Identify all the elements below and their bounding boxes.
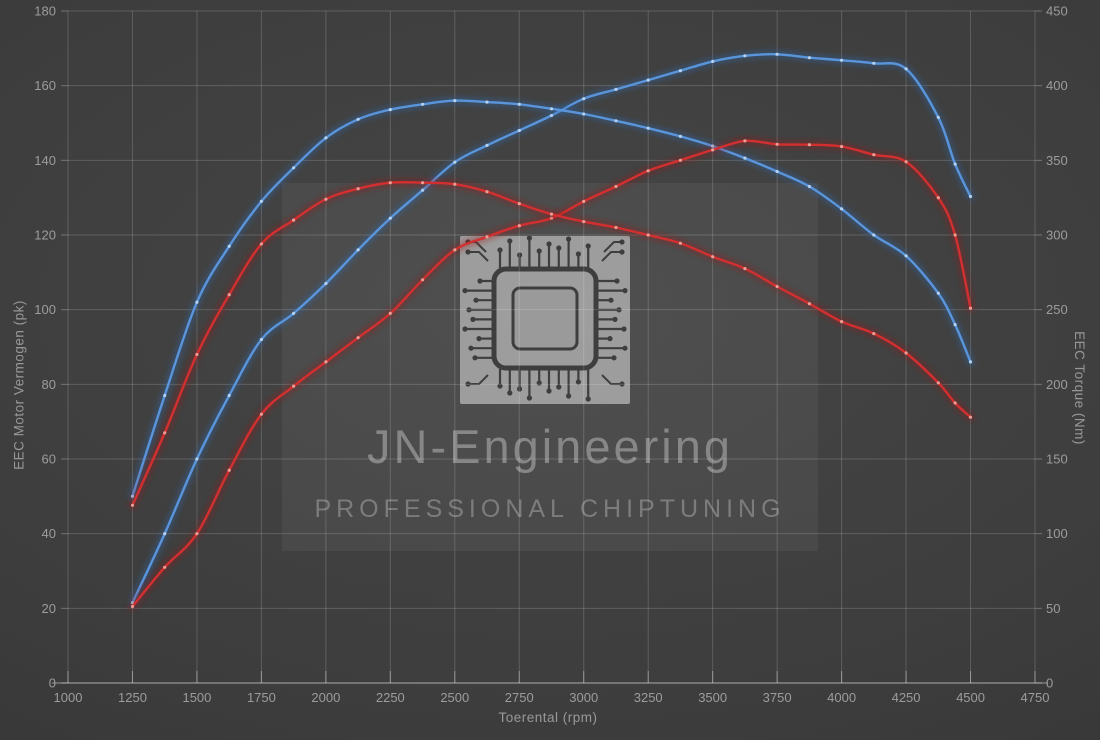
x-tick-label: 4250 — [892, 690, 921, 705]
y-right-tick-label: 450 — [1046, 4, 1068, 19]
curve-stock-torque — [128, 177, 975, 510]
watermark-brand-text: JN-Engineering — [367, 420, 733, 473]
axes — [52, 10, 1048, 684]
y-left-tick-label: 160 — [34, 78, 56, 93]
y-left-tick-label: 20 — [42, 601, 56, 616]
x-tick-label: 1000 — [54, 690, 83, 705]
x-tick-label: 4500 — [956, 690, 985, 705]
curve-tuned-torque — [128, 96, 975, 501]
y-left-tick-label: 0 — [49, 676, 56, 691]
x-tick-label: 4750 — [1021, 690, 1050, 705]
y-left-tick-label: 180 — [34, 4, 56, 19]
y-right-tick-label: 300 — [1046, 228, 1068, 243]
x-tick-label: 1750 — [247, 690, 276, 705]
x-axis-title: Toerental (rpm) — [498, 710, 598, 725]
x-tick-label: 2250 — [376, 690, 405, 705]
y-right-tick-label: 50 — [1046, 601, 1060, 616]
x-tick-label: 3500 — [698, 690, 727, 705]
x-tick-label: 2750 — [505, 690, 534, 705]
x-tick-label: 3250 — [634, 690, 663, 705]
y-left-tick-label: 120 — [34, 228, 56, 243]
y-left-tick-label: 80 — [42, 377, 56, 392]
y-left-tick-label: 60 — [42, 452, 56, 467]
y-right-tick-label: 250 — [1046, 302, 1068, 317]
y-right-tick-label: 200 — [1046, 377, 1068, 392]
watermark-tagline-text: PROFESSIONAL CHIPTUNING — [314, 495, 786, 523]
x-tick-label: 2000 — [311, 690, 340, 705]
x-tick-label: 4000 — [827, 690, 856, 705]
y-right-tick-label: 0 — [1046, 676, 1053, 691]
chip-circuit-icon — [460, 235, 630, 404]
y-right-tick-label: 100 — [1046, 526, 1068, 541]
y-right-tick-label: 350 — [1046, 153, 1068, 168]
x-tick-label: 3000 — [569, 690, 598, 705]
x-tick-label: 3750 — [763, 690, 792, 705]
y-left-tick-label: 100 — [34, 302, 56, 317]
y-right-tick-label: 400 — [1046, 78, 1068, 93]
x-tick-label: 1250 — [118, 690, 147, 705]
y-left-tick-label: 40 — [42, 526, 56, 541]
curve-stock-power — [128, 136, 975, 611]
x-tick-label: 1500 — [182, 690, 211, 705]
y-left-tick-label: 140 — [34, 153, 56, 168]
y-right-tick-label: 150 — [1046, 452, 1068, 467]
x-tick-label: 2500 — [440, 690, 469, 705]
